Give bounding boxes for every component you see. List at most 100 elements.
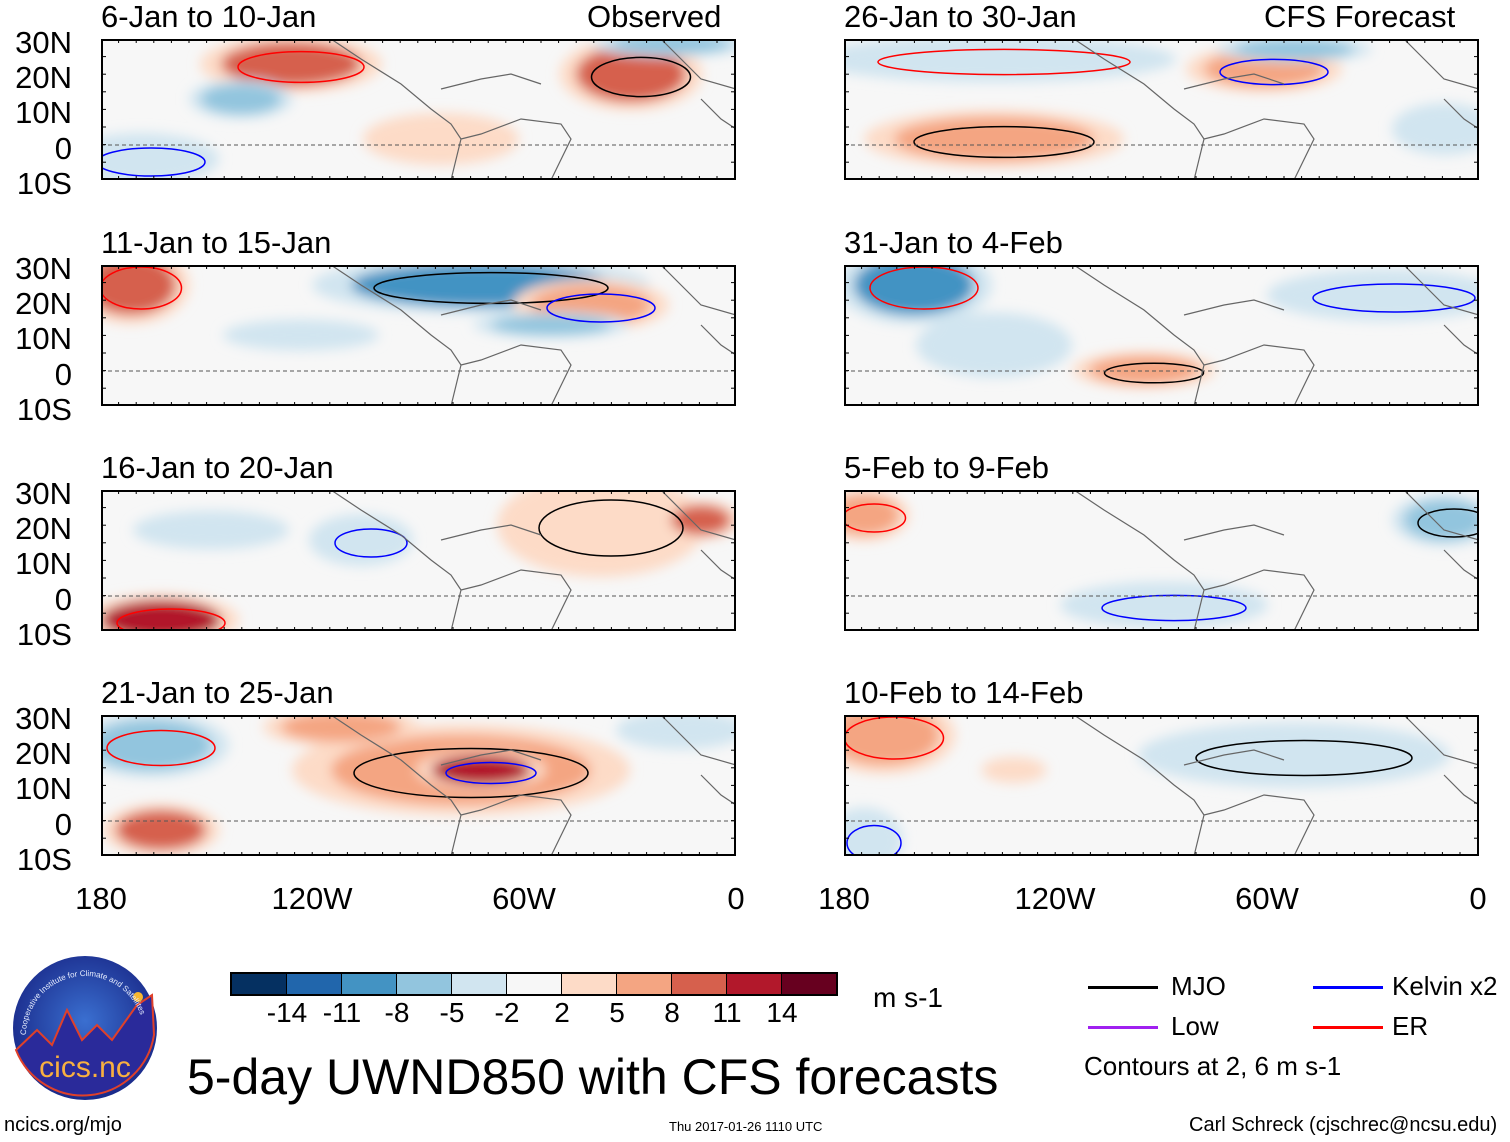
anomaly-region bbox=[894, 117, 1094, 161]
anomaly-region bbox=[521, 490, 681, 565]
low-legend-line bbox=[1088, 1026, 1158, 1029]
anomaly-region bbox=[381, 119, 501, 159]
anomaly-region bbox=[934, 320, 1054, 370]
colorbar-swatch bbox=[232, 974, 287, 994]
colorbar-tick-label: -8 bbox=[384, 997, 410, 1028]
colorbar-units: m s-1 bbox=[873, 982, 943, 1013]
panel-title: 21-Jan to 25-Jan bbox=[101, 675, 334, 710]
er-legend-label: ER bbox=[1392, 1011, 1429, 1041]
anomaly-region bbox=[576, 46, 686, 102]
contour-line bbox=[846, 824, 902, 856]
anomaly-region bbox=[854, 41, 1134, 77]
mjo-legend-label: MJO bbox=[1171, 971, 1226, 1001]
lat-label: 10S bbox=[16, 165, 72, 201]
panel-title: 5-Feb to 9-Feb bbox=[844, 450, 1050, 485]
low-legend-label: Low bbox=[1171, 1011, 1219, 1041]
contour-line bbox=[1219, 58, 1329, 86]
lon-label: 0 bbox=[1469, 881, 1487, 916]
lat-label: 10N bbox=[15, 95, 72, 131]
map-panel bbox=[844, 39, 1479, 180]
panel-title: 6-Jan to 10-Jan bbox=[101, 0, 317, 34]
cfs-forecast-label: CFS Forecast bbox=[1264, 0, 1456, 34]
anomaly-region bbox=[611, 39, 731, 54]
lon-label: 120W bbox=[271, 881, 353, 916]
coastline bbox=[1073, 39, 1479, 180]
cics-logo: Cooperative Institute for Climate and Sa… bbox=[13, 956, 157, 1100]
map-panel bbox=[844, 490, 1479, 631]
panel-title: 10-Feb to 14-Feb bbox=[844, 675, 1084, 710]
lat-label: 10S bbox=[16, 841, 72, 877]
contour-line bbox=[1312, 283, 1476, 313]
lon-label: 0 bbox=[727, 881, 745, 916]
colorbar-swatch bbox=[672, 974, 727, 994]
coastline bbox=[330, 265, 736, 406]
footer-url[interactable]: ncics.org/mjo bbox=[4, 1114, 122, 1136]
colorbar-swatch bbox=[617, 974, 672, 994]
lat-label: 20N bbox=[15, 736, 72, 772]
panel-title: 16-Jan to 20-Jan bbox=[101, 450, 334, 485]
colorbar-swatch bbox=[342, 974, 397, 994]
anomaly-region bbox=[241, 323, 361, 347]
logo-text: cics.nc bbox=[39, 1051, 131, 1084]
colorbar-tick-label: -14 bbox=[266, 997, 308, 1028]
coastline bbox=[1073, 265, 1479, 406]
contour-line bbox=[877, 48, 1131, 76]
lon-label: 60W bbox=[492, 881, 556, 916]
anomaly-region bbox=[201, 84, 281, 114]
mjo-legend-line bbox=[1088, 986, 1158, 989]
lat-label: 20N bbox=[15, 286, 72, 322]
colorbar-tick-label: 2 bbox=[554, 997, 570, 1028]
contour-line bbox=[334, 528, 408, 558]
anomaly-region bbox=[431, 755, 531, 785]
contour-line bbox=[1195, 739, 1413, 777]
panel-title: 31-Jan to 4-Feb bbox=[844, 225, 1063, 260]
coastline bbox=[330, 39, 736, 180]
figure-title: 5-day UWND850 with CFS forecasts bbox=[187, 1049, 999, 1105]
lat-label: 0 bbox=[54, 581, 72, 617]
colorbar-tick-label: 14 bbox=[766, 997, 798, 1028]
contour-line bbox=[913, 125, 1095, 159]
colorbar-tick-label: -2 bbox=[494, 997, 520, 1028]
anomaly-region bbox=[491, 315, 611, 335]
anomaly-region bbox=[1174, 730, 1414, 780]
contour-line bbox=[445, 761, 537, 785]
colorbar-swatch bbox=[727, 974, 782, 994]
colorbar-tick-label: 11 bbox=[712, 997, 742, 1028]
kelvin-legend-line bbox=[1313, 986, 1383, 989]
lat-label: 0 bbox=[54, 130, 72, 166]
anomaly-region bbox=[116, 810, 206, 850]
map-panel bbox=[101, 39, 736, 180]
lat-label: 20N bbox=[15, 511, 72, 547]
lat-label: 10S bbox=[16, 616, 72, 652]
lat-label: 30N bbox=[15, 476, 72, 511]
anomaly-region bbox=[989, 760, 1039, 780]
colorbar-tick-label: 8 bbox=[664, 997, 680, 1028]
map-panel bbox=[101, 490, 736, 631]
kelvin-legend-label: Kelvin x2 bbox=[1392, 971, 1498, 1001]
anomaly-region bbox=[101, 265, 176, 315]
contour-note: Contours at 2, 6 m s-1 bbox=[1084, 1051, 1342, 1081]
anomaly-region bbox=[1089, 356, 1199, 384]
coastline bbox=[1073, 490, 1479, 631]
footer-timestamp: Thu 2017-01-26 1110 UTC bbox=[669, 1119, 823, 1134]
lat-label: 0 bbox=[54, 356, 72, 392]
anomaly-region bbox=[151, 515, 271, 545]
colorbar-tick-label: 5 bbox=[609, 997, 625, 1028]
map-panel bbox=[101, 715, 736, 856]
lat-label: 10N bbox=[15, 771, 72, 807]
anomaly-region bbox=[844, 715, 939, 765]
contour-line bbox=[1417, 508, 1479, 538]
anomaly-region bbox=[844, 815, 894, 856]
colorbar-swatch bbox=[562, 974, 617, 994]
lat-label: 30N bbox=[15, 25, 72, 60]
colorbar bbox=[230, 972, 838, 996]
contour-line bbox=[116, 608, 226, 631]
lat-label: 20N bbox=[15, 60, 72, 96]
contour-line bbox=[546, 293, 656, 323]
panel-title: 26-Jan to 30-Jan bbox=[844, 0, 1077, 34]
lat-label: 10S bbox=[16, 391, 72, 427]
coastline bbox=[1073, 715, 1479, 856]
lon-label: 180 bbox=[818, 881, 870, 916]
anomaly-region bbox=[101, 600, 221, 631]
anomaly-region bbox=[321, 520, 401, 560]
